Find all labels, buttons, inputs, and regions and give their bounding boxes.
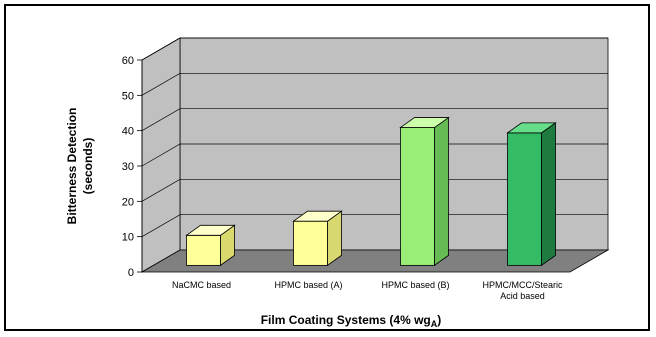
gridline [141, 108, 608, 131]
y-tick-label: 10 [122, 232, 134, 244]
y-tick-label: 60 [122, 55, 134, 67]
y-tick-label: 20 [122, 196, 134, 208]
gridline [141, 178, 608, 202]
floor [140, 249, 610, 273]
x-axis-label-suffix: ) [437, 313, 441, 327]
bar-side [541, 122, 556, 267]
gridline [141, 72, 608, 96]
bar-chart: 0 10 20 30 40 50 60 NaCMC based HPMC based (A) H… [65, 37, 610, 329]
x-axis-label-main: Film Coating Systems (4% wg [261, 313, 431, 327]
x-tick-label: Acid based [500, 291, 545, 301]
bar [185, 224, 236, 267]
gridline [141, 37, 608, 61]
x-axis-ticks: NaCMC based HPMC based (A) HPMC based (B) H… [172, 280, 563, 301]
bar-top [185, 224, 236, 236]
x-axis-label-subscript: A [431, 319, 438, 329]
bar-top [506, 122, 557, 134]
x-tick-label: HPMC/MCC/Stearic [482, 280, 563, 290]
y-tick-label: 40 [122, 126, 134, 138]
gridlines [141, 37, 608, 237]
bar-front [293, 220, 328, 266]
x-tick-label: NaCMC based [172, 280, 231, 290]
bar-front [400, 127, 435, 266]
bar-top [399, 117, 450, 128]
x-tick-label: HPMC based (A) [274, 280, 342, 290]
y-axis-ticks: 0 10 20 30 40 50 60 [122, 55, 143, 279]
bar-side [434, 116, 449, 267]
x-axis-label: Film Coating Systems (4% wgA) [261, 313, 442, 329]
bar-front [186, 234, 221, 266]
y-axis-label-line1: Bitterness Detection [65, 108, 79, 225]
x-tick-label: HPMC based (B) [381, 280, 449, 290]
bar-front [507, 132, 542, 266]
bar [292, 210, 343, 267]
chart-frame: 0 10 20 30 40 50 60 NaCMC based HPMC based (A) H… [4, 4, 650, 331]
y-tick-label: 30 [122, 161, 134, 173]
gridline [141, 214, 608, 237]
bar [399, 116, 450, 267]
y-axis-label-line2: (seconds) [81, 138, 95, 195]
y-tick-label: 0 [128, 267, 134, 279]
bar [506, 122, 557, 267]
gridline [141, 143, 608, 167]
y-tick-label: 50 [122, 90, 134, 102]
bars [185, 116, 557, 267]
bar-top [292, 210, 343, 222]
